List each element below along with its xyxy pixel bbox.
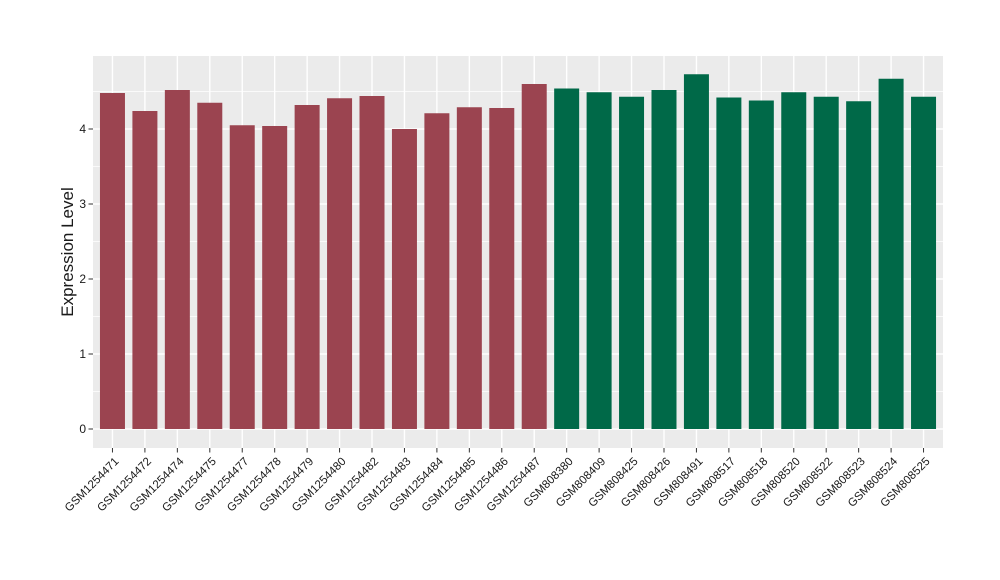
bars — [99, 74, 937, 429]
axis-ticks — [88, 128, 925, 453]
bar — [651, 90, 677, 429]
bar — [781, 92, 807, 429]
bar — [489, 108, 515, 429]
bar — [911, 96, 937, 429]
bar — [521, 84, 547, 429]
y-axis-title: Expression Level — [58, 187, 77, 316]
bar — [586, 92, 612, 429]
y-tick-label: 2 — [79, 272, 86, 286]
x-tick-label: GSM1254471 — [63, 456, 122, 515]
bar — [197, 102, 223, 429]
bar — [164, 90, 190, 429]
bar — [716, 97, 742, 429]
bar — [846, 101, 872, 429]
y-tick-label: 1 — [79, 347, 86, 361]
bar — [99, 93, 125, 429]
bar — [456, 107, 482, 429]
y-tick-label: 4 — [79, 122, 86, 136]
bar — [391, 129, 417, 429]
bar — [359, 96, 385, 429]
bar — [813, 96, 839, 429]
bar — [554, 88, 580, 429]
bar — [683, 74, 709, 429]
bar — [424, 113, 450, 429]
y-tick-label: 0 — [79, 422, 86, 436]
bar — [619, 96, 645, 429]
y-tick-label: 3 — [79, 197, 86, 211]
bar — [327, 98, 353, 429]
bar — [294, 105, 320, 429]
bar — [748, 100, 774, 429]
bar — [262, 126, 288, 429]
bar — [132, 111, 158, 429]
bar — [878, 78, 904, 429]
bar — [229, 125, 255, 429]
